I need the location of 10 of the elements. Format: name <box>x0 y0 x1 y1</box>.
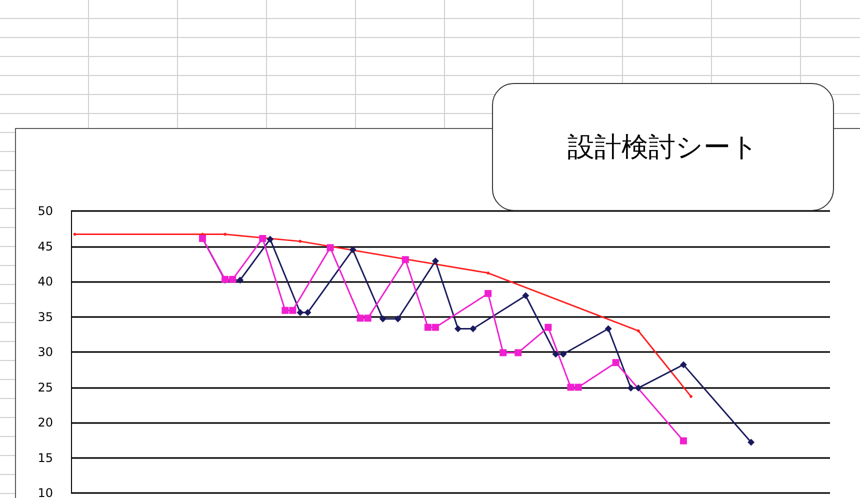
y-tick-label: 40 <box>38 274 53 288</box>
y-tick-label: 20 <box>38 416 53 430</box>
y-tick-label: 50 <box>38 204 53 218</box>
text: 設計検討シート <box>492 83 834 211</box>
y-tick-label: 35 <box>38 310 53 324</box>
y-tick-label: 15 <box>38 450 53 465</box>
y-tick-label: 25 <box>38 380 53 394</box>
y-tick-label: 30 <box>38 345 53 359</box>
y-tick-label: 45 <box>38 239 53 254</box>
y-tick-label: 10 <box>38 486 53 498</box>
